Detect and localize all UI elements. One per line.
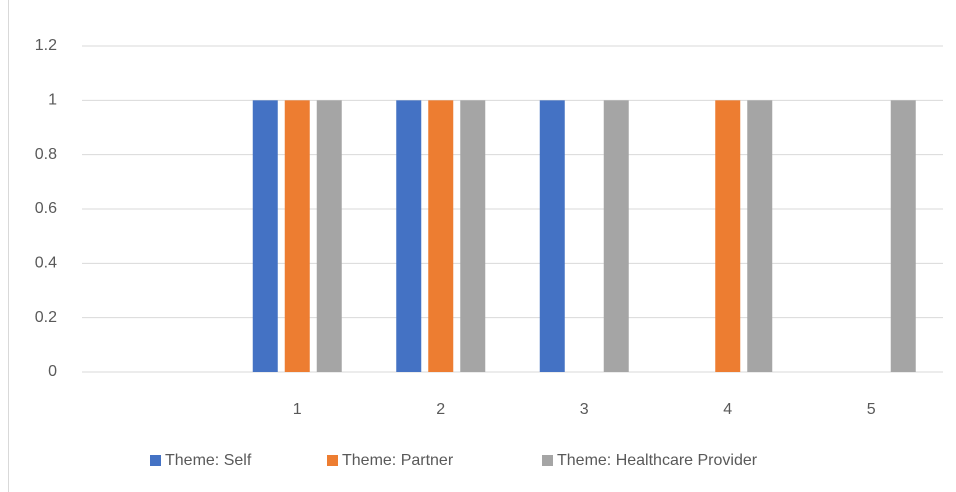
- bar: [890, 100, 916, 372]
- x-tick-label: 4: [723, 401, 732, 418]
- y-tick-label: 1.2: [35, 37, 57, 54]
- legend-swatch: [327, 455, 338, 466]
- legend-swatch: [150, 455, 161, 466]
- bar: [428, 100, 454, 372]
- x-tick-label: 1: [293, 401, 302, 418]
- x-tick-label: 3: [580, 401, 589, 418]
- bar: [539, 100, 565, 372]
- bar: [747, 100, 773, 372]
- bar: [284, 100, 310, 372]
- bar: [396, 100, 422, 372]
- legend-swatch: [542, 455, 553, 466]
- y-tick-label: 0.4: [35, 255, 57, 272]
- bar: [715, 100, 741, 372]
- y-tick-label: 0.8: [35, 146, 57, 163]
- y-tick-label: 0.2: [35, 309, 57, 326]
- x-tick-label: 5: [867, 401, 876, 418]
- y-tick-label: 0.6: [35, 200, 57, 217]
- bar: [316, 100, 342, 372]
- legend-label: Theme: Self: [165, 452, 252, 469]
- bar: [460, 100, 486, 372]
- bar: [252, 100, 278, 372]
- y-tick-label: 1: [48, 92, 57, 109]
- x-tick-label: 2: [436, 401, 445, 418]
- legend-label: Theme: Partner: [342, 452, 454, 469]
- y-tick-label: 0: [48, 363, 57, 380]
- bar: [603, 100, 629, 372]
- legend-label: Theme: Healthcare Provider: [557, 452, 758, 469]
